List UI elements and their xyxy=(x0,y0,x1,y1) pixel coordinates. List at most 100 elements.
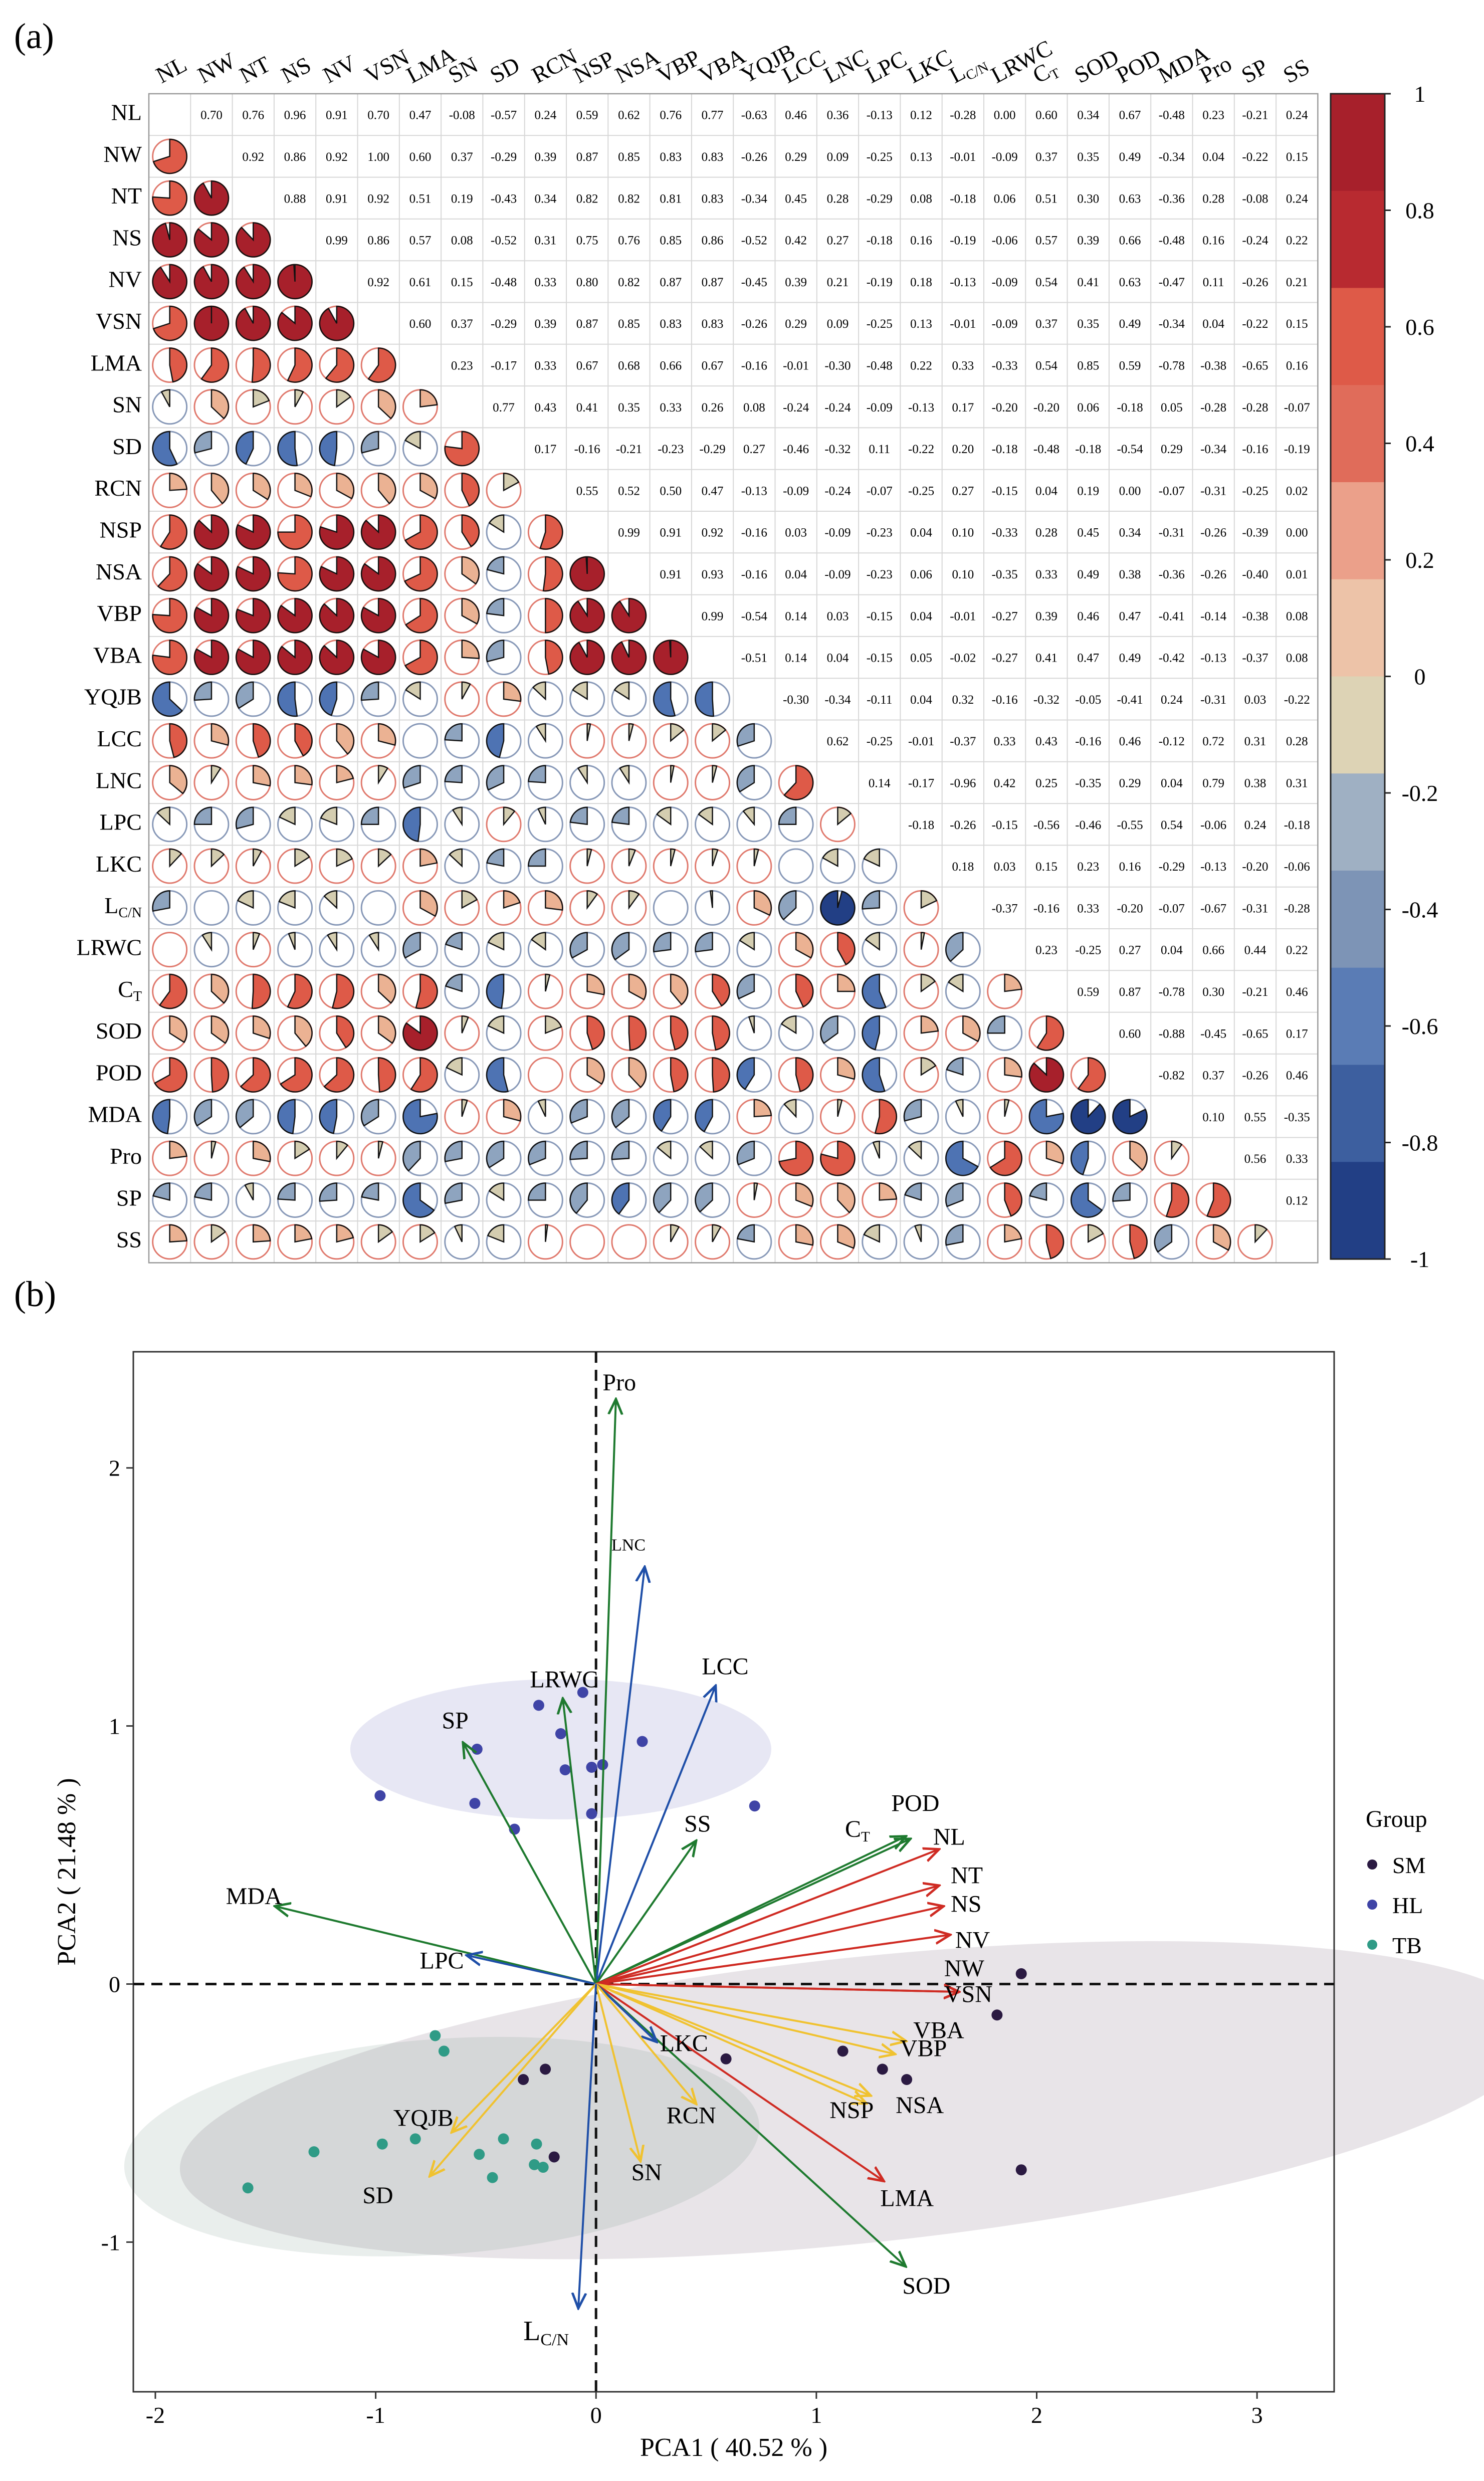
colorbar-tick-label: 0 xyxy=(1414,664,1426,690)
pie-slice xyxy=(795,1224,814,1246)
pie-slice xyxy=(628,890,640,910)
corr-value: -0.41 xyxy=(1117,693,1143,707)
corr-value: 0.83 xyxy=(702,317,724,331)
corr-value: -0.32 xyxy=(1033,693,1059,707)
pie-slice xyxy=(670,723,685,742)
point-tb xyxy=(242,2182,254,2194)
corr-value: -0.07 xyxy=(1284,401,1310,415)
pie-slice xyxy=(419,389,438,408)
corr-value: -0.31 xyxy=(1200,693,1226,707)
corr-value: 0.00 xyxy=(994,109,1016,122)
corr-value: -0.28 xyxy=(950,109,976,122)
pie-slice xyxy=(404,556,438,592)
corr-value: 0.88 xyxy=(284,192,306,205)
corr-value: -0.07 xyxy=(1159,484,1185,498)
corr-value: 0.60 xyxy=(409,317,432,331)
pie-slice xyxy=(821,848,838,868)
corr-value: 0.23 xyxy=(1035,944,1057,957)
loading-arrow-lrwc xyxy=(563,1700,597,1984)
pie-slice xyxy=(528,848,546,867)
corr-value: -0.46 xyxy=(1075,818,1101,832)
corr-value: 0.14 xyxy=(785,652,807,665)
corr-value: -0.25 xyxy=(908,484,934,498)
pie-slice xyxy=(795,973,814,1008)
corr-value: 0.55 xyxy=(1244,1111,1266,1124)
point-sm xyxy=(1015,1968,1027,1979)
pie-slice xyxy=(1077,1057,1106,1093)
corr-value: -0.65 xyxy=(1242,359,1268,372)
corr-value: 0.39 xyxy=(534,150,556,164)
corr-value: -0.22 xyxy=(1242,317,1268,331)
point-hl xyxy=(637,1736,648,1747)
corr-value: -0.07 xyxy=(867,484,893,498)
corr-value: 0.51 xyxy=(409,192,432,205)
corr-value: 0.34 xyxy=(1119,526,1141,540)
row-label-vba: VBA xyxy=(93,642,142,668)
pie-slice xyxy=(1029,1182,1047,1201)
pie-slice xyxy=(653,640,689,675)
corr-value: -0.15 xyxy=(992,818,1018,832)
pie-slice xyxy=(377,1140,384,1159)
pie-slice xyxy=(152,1099,170,1134)
pie-slice xyxy=(820,890,856,926)
pie-slice xyxy=(611,1182,630,1215)
pie-slice xyxy=(945,1224,964,1246)
corr-value: -0.26 xyxy=(741,317,767,331)
corr-value: -0.88 xyxy=(1159,1027,1185,1041)
corr-value: 0.83 xyxy=(660,317,682,331)
pie-slice xyxy=(503,473,520,492)
point-hl xyxy=(471,1743,483,1755)
corr-value: -0.25 xyxy=(867,317,893,331)
corr-value: 0.86 xyxy=(367,234,389,248)
pie-slice xyxy=(1004,1057,1022,1078)
pie-slice xyxy=(569,806,588,825)
colorbar-tick-label: -1 xyxy=(1410,1247,1429,1272)
loading-arrow-sn xyxy=(595,1983,640,2159)
pie-slice xyxy=(487,932,505,951)
row-label-lnc: LNC xyxy=(96,767,142,793)
x-tick-label: 0 xyxy=(590,2402,602,2428)
pie-slice xyxy=(569,597,605,634)
corr-value: -0.41 xyxy=(1159,609,1185,623)
pie-slice xyxy=(736,1224,755,1243)
pie-slice xyxy=(783,1099,797,1119)
pie-slice xyxy=(336,473,355,500)
corr-value: -0.02 xyxy=(950,652,976,665)
row-label-lcc: LCC xyxy=(97,726,142,751)
pie-slice xyxy=(277,305,313,341)
corr-value: -0.16 xyxy=(741,568,767,581)
loading-label-nl: NL xyxy=(933,1823,965,1850)
pie-slice xyxy=(193,222,230,258)
pie-slice xyxy=(955,1099,964,1117)
corr-value: 0.15 xyxy=(451,276,473,289)
corr-value: -0.13 xyxy=(867,109,893,122)
corr-value: 0.51 xyxy=(1035,192,1057,205)
corr-value: -0.65 xyxy=(1242,1027,1268,1041)
pie-slice xyxy=(461,597,480,625)
pie-slice xyxy=(656,806,672,826)
corr-value: 0.44 xyxy=(1244,944,1266,957)
pie-slice xyxy=(586,1015,605,1051)
corr-value: -0.34 xyxy=(741,192,768,205)
corr-value: 0.04 xyxy=(827,652,849,665)
loading-arrow-ss xyxy=(595,1842,695,1985)
pie-slice xyxy=(336,848,353,868)
point-sm xyxy=(720,2053,732,2064)
corr-value: -0.34 xyxy=(1159,150,1185,164)
pie-slice xyxy=(194,1182,213,1201)
corr-value: 0.77 xyxy=(702,109,724,122)
corr-value: 0.24 xyxy=(1286,109,1308,122)
corr-value: 0.54 xyxy=(1161,818,1183,832)
corr-value: 0.61 xyxy=(409,276,432,289)
pie-slice xyxy=(695,1099,713,1133)
pie-slice xyxy=(837,806,852,826)
pie-slice xyxy=(277,514,313,550)
pie-slice xyxy=(695,681,715,717)
corr-value: -0.23 xyxy=(658,443,684,456)
corr-value: 0.39 xyxy=(1035,609,1057,623)
corr-value: -0.22 xyxy=(1284,693,1310,707)
pie-slice xyxy=(404,514,438,550)
colorbar-tick-label: 0.8 xyxy=(1405,198,1434,224)
pie-slice xyxy=(377,1224,393,1244)
pie-slice xyxy=(152,681,183,717)
